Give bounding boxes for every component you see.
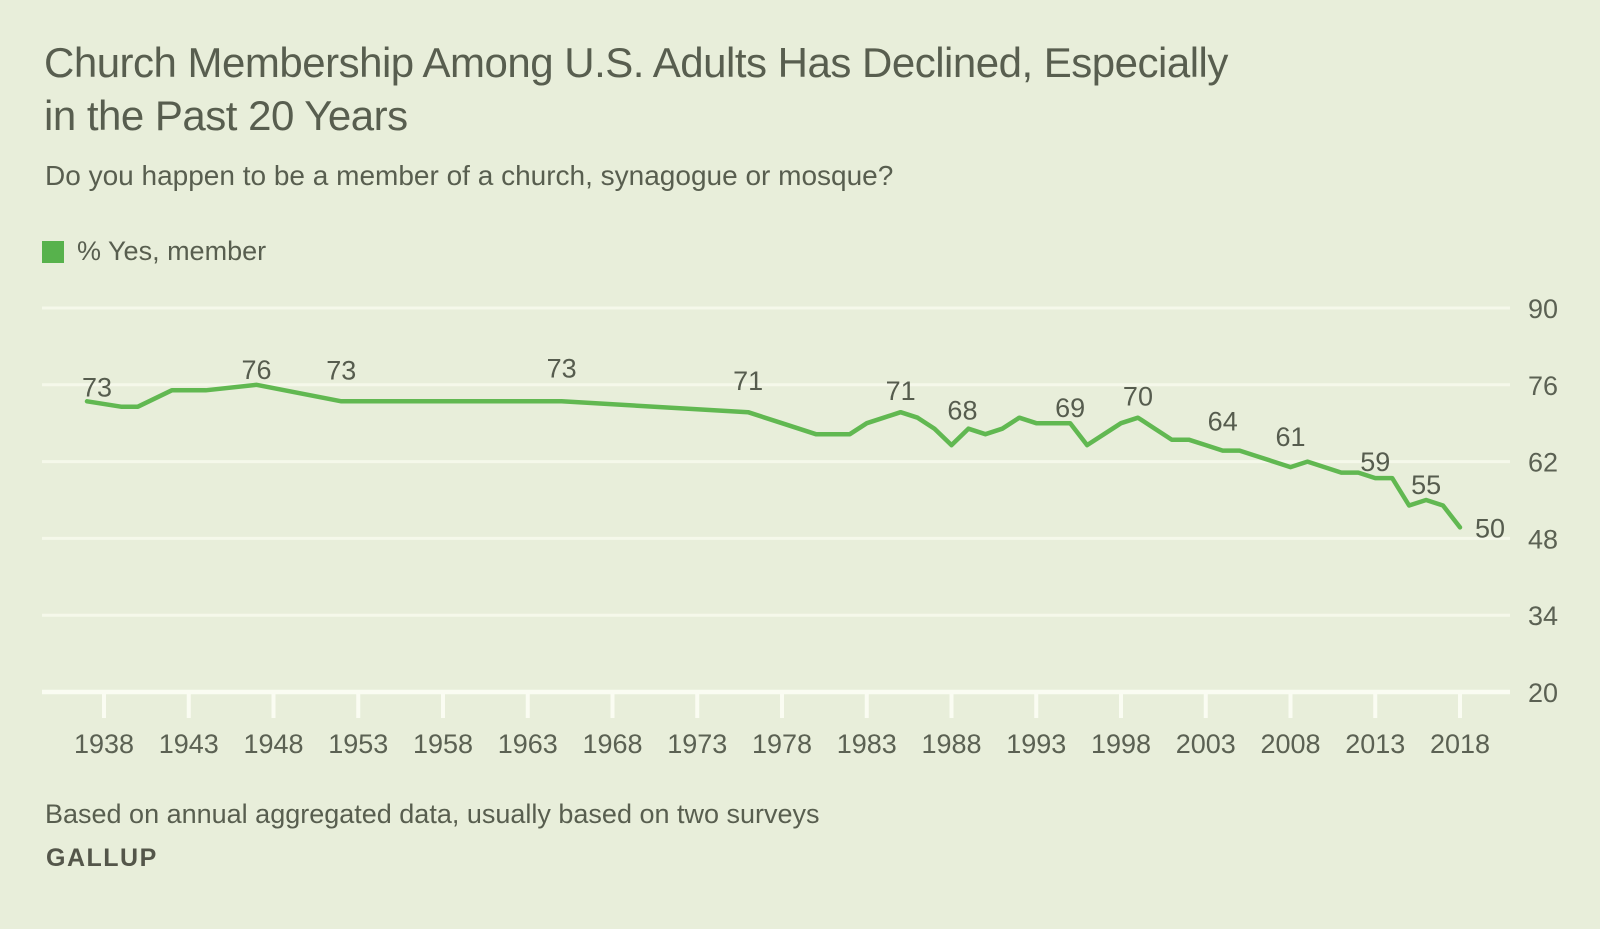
x-axis-label: 1943: [159, 729, 219, 759]
page-title: Church Membership Among U.S. Adults Has …: [44, 36, 1228, 142]
x-axis-label: 1993: [1006, 729, 1066, 759]
page-title-line-1: Church Membership Among U.S. Adults Has …: [44, 39, 1228, 86]
y-axis-label: 62: [1528, 448, 1558, 478]
x-axis-ticks: [102, 692, 1462, 718]
x-axis-label: 1938: [74, 729, 134, 759]
point-label: 55: [1411, 470, 1441, 500]
survey-question: Do you happen to be a member of a church…: [45, 160, 894, 191]
y-axis-label: 48: [1528, 524, 1558, 554]
y-axis-label: 90: [1528, 294, 1558, 324]
x-axis-label: 1988: [921, 729, 981, 759]
x-axis-label: 1983: [837, 729, 897, 759]
legend-swatch-icon: [42, 240, 64, 263]
y-axis-label: 34: [1528, 601, 1558, 631]
point-label: 50: [1475, 513, 1505, 543]
y-axis-labels: 90 76 62 48 34 20: [1528, 294, 1558, 708]
x-axis-labels: 1938 1943 1948 1953 1958 1963 1968 1973 1978 1983…: [74, 729, 1490, 759]
point-label: 73: [326, 355, 356, 385]
point-label: 64: [1208, 407, 1238, 437]
point-label: 59: [1360, 447, 1390, 477]
x-axis-label: 2008: [1260, 729, 1320, 759]
x-axis-label: 1973: [667, 729, 727, 759]
x-axis-label: 1958: [413, 729, 473, 759]
point-label: 69: [1055, 393, 1085, 423]
x-axis-label: 1963: [498, 729, 558, 759]
legend-label: % Yes, member: [77, 236, 267, 266]
x-axis-label: 2013: [1345, 729, 1405, 759]
x-axis-label: 2003: [1176, 729, 1236, 759]
x-axis-label: 1978: [752, 729, 812, 759]
page-title-line-2: in the Past 20 Years: [44, 92, 408, 139]
point-label: 73: [547, 353, 577, 383]
x-axis-label: 1968: [582, 729, 642, 759]
trend-line: [84, 382, 1463, 530]
point-labels: 73 76 73 73 71 71 68 69 70 64 61 59 55 50: [82, 353, 1505, 543]
x-axis-label: 1998: [1091, 729, 1151, 759]
footnote: Based on annual aggregated data, usually…: [45, 799, 820, 829]
point-label: 76: [242, 355, 272, 385]
x-axis-label: 2018: [1430, 729, 1490, 759]
point-label: 61: [1275, 422, 1305, 452]
point-label: 68: [947, 396, 977, 426]
point-label: 71: [733, 366, 763, 396]
x-axis-label: 1953: [328, 729, 388, 759]
legend: % Yes, member: [42, 236, 266, 267]
point-label: 70: [1123, 382, 1153, 412]
y-axis-label: 76: [1528, 371, 1558, 401]
y-axis-label: 20: [1528, 678, 1558, 708]
point-label: 71: [886, 376, 916, 406]
gridlines: [42, 306, 1510, 695]
x-axis-label: 1948: [243, 729, 303, 759]
gallup-wordmark: GALLUP: [46, 844, 158, 872]
point-label: 73: [82, 372, 112, 402]
